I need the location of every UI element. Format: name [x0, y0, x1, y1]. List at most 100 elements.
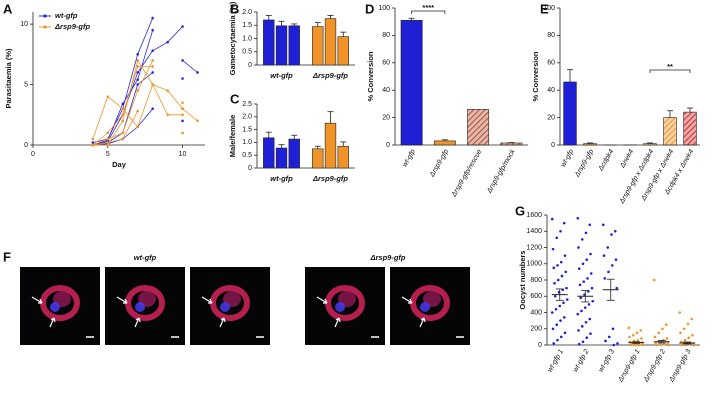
x-tick-label: Δrsp9-gfp: [574, 148, 596, 179]
y-tick-label: 1600: [526, 212, 542, 219]
point: [552, 266, 556, 270]
point: [121, 137, 125, 141]
point: [576, 216, 580, 220]
y-tick-label: 0.5: [242, 152, 252, 159]
nucleus: [220, 302, 230, 312]
point: [652, 278, 656, 282]
point: [552, 342, 556, 345]
point: [551, 247, 555, 251]
bar: [663, 117, 677, 146]
x-tick-label: Δrsp9-gfp 3: [668, 348, 693, 384]
point: [603, 277, 607, 280]
line: [92, 59, 183, 146]
legend-label: Δrsp9-gfp: [54, 22, 90, 31]
point: [562, 316, 566, 319]
point: [591, 299, 595, 303]
arrow: [419, 317, 426, 328]
point: [562, 221, 566, 225]
y-axis-label: % Conversion: [366, 51, 375, 101]
arrow: [316, 296, 328, 304]
bar: [433, 140, 456, 146]
y-tick-label: 0.5: [242, 49, 252, 56]
significance-label: **: [667, 62, 673, 71]
x-axis-label: Day: [112, 160, 127, 169]
bar: [400, 20, 423, 146]
point: [560, 274, 564, 278]
cell-red: [125, 285, 165, 321]
cell-red: [410, 285, 450, 321]
y-tick-label: 20: [382, 114, 390, 121]
bar: [337, 36, 349, 66]
arrow: [31, 296, 43, 304]
point: [582, 280, 586, 283]
x-tick-label: 10: [179, 151, 187, 158]
line: [92, 83, 183, 140]
point: [679, 331, 682, 335]
bar: [288, 138, 300, 169]
point: [553, 294, 557, 298]
point: [679, 340, 683, 344]
point: [587, 303, 591, 306]
x-tick-label: 5: [106, 151, 110, 158]
y-tick-label: 40: [382, 87, 390, 94]
point: [581, 262, 585, 266]
panel-letter: A: [3, 1, 13, 16]
point: [550, 217, 554, 221]
y-axis-label: Parasitaemia (%): [4, 48, 13, 109]
point: [563, 331, 567, 335]
y-tick-label: 1.0: [242, 35, 252, 42]
y-tick-label: 600: [530, 293, 542, 300]
point: [635, 331, 639, 335]
y-tick-label: 20: [547, 114, 555, 121]
x-tick-label: Δrsp9-gfp 2: [642, 348, 667, 384]
bar: [275, 147, 288, 169]
y-tick-label: 2.5: [242, 101, 252, 108]
point: [585, 258, 589, 261]
point: [586, 277, 589, 280]
panel-letter: D: [365, 1, 374, 16]
point: [563, 254, 567, 257]
y-tick-label: 1000: [526, 261, 542, 268]
point: [585, 336, 589, 339]
panel-letter: G: [515, 203, 525, 218]
point: [579, 296, 583, 300]
y-axis-label: Gametocytaemia (%): [228, 1, 237, 75]
y-tick-label: 80: [547, 32, 555, 39]
point: [559, 260, 563, 264]
point: [661, 338, 665, 342]
x-tick-label: Δrsp9-gfp 1: [617, 348, 642, 384]
significance-bracket: [411, 10, 446, 14]
y-tick-label: 800: [530, 277, 542, 284]
point: [556, 278, 560, 282]
y-axis-label: Oocyst numbers: [518, 250, 527, 309]
arrow: [134, 317, 141, 328]
point: [577, 329, 580, 332]
point: [628, 335, 631, 339]
point: [607, 270, 610, 274]
point: [610, 264, 614, 267]
bar: [312, 148, 324, 169]
nucleus: [420, 302, 430, 312]
point: [661, 327, 664, 331]
y-tick-label: 0: [248, 165, 252, 172]
point: [559, 335, 563, 339]
bar: [683, 111, 697, 146]
y-axis-label: % Conversion: [531, 51, 540, 101]
y-tick-label: 80: [382, 32, 390, 39]
bar: [500, 142, 523, 146]
point: [653, 335, 657, 339]
point: [684, 343, 688, 347]
y-tick-label: 2.0: [242, 9, 252, 16]
point: [665, 337, 669, 340]
y-tick-label: 0: [386, 142, 390, 149]
cell-red: [210, 285, 250, 321]
nucleus: [135, 302, 145, 312]
point: [607, 335, 611, 339]
point: [610, 233, 613, 236]
point: [584, 231, 588, 235]
cell-red: [325, 285, 365, 321]
point: [565, 286, 568, 290]
panel-letter: B: [230, 1, 239, 16]
point: [658, 343, 662, 346]
point: [686, 322, 690, 326]
